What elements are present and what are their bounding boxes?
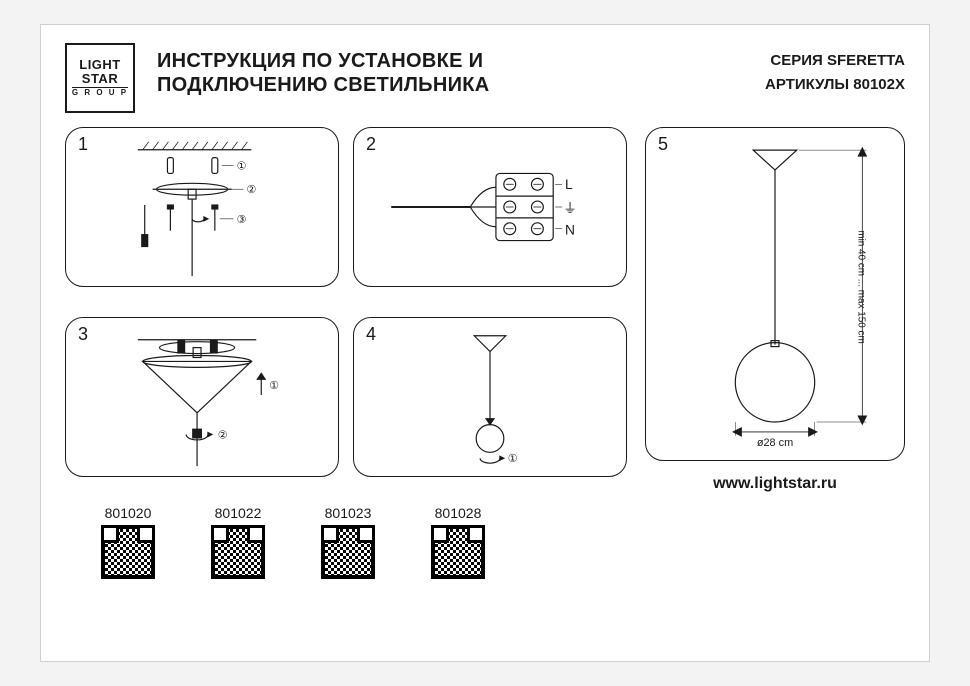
qr-item-0: 801020 bbox=[101, 505, 155, 579]
step-2-panel: 2 bbox=[353, 127, 627, 287]
steps-grid: 1 bbox=[65, 127, 627, 493]
qr-code-icon bbox=[211, 525, 265, 579]
step-1-num: 1 bbox=[78, 134, 88, 155]
svg-text:①: ① bbox=[269, 380, 279, 392]
instruction-sheet: LIGHT STAR G R O U P ИНСТРУКЦИЯ ПО УСТАН… bbox=[40, 24, 930, 662]
svg-text:⏚: ⏚ bbox=[563, 200, 577, 216]
step-2-num: 2 bbox=[366, 134, 376, 155]
qr-row: 801020 801022 801023 801028 bbox=[65, 505, 905, 579]
svg-text:③: ③ bbox=[237, 214, 247, 226]
logo-sub: G R O U P bbox=[72, 87, 128, 97]
website-url: www.lightstar.ru bbox=[645, 475, 905, 493]
step-1-diagram: ① ② bbox=[66, 128, 338, 286]
qr-item-2: 801023 bbox=[321, 505, 375, 579]
step-3-num: 3 bbox=[78, 324, 88, 345]
qr-item-3: 801028 bbox=[431, 505, 485, 579]
step-4-diagram: ① bbox=[354, 318, 626, 476]
step-4-panel: 4 ① bbox=[353, 317, 627, 477]
brand-logo: LIGHT STAR G R O U P bbox=[65, 43, 135, 113]
logo-line1: LIGHT bbox=[79, 58, 121, 72]
step-2-diagram: L ⏚ N bbox=[354, 128, 626, 286]
qr-code-icon bbox=[101, 525, 155, 579]
step-1-panel: 1 bbox=[65, 127, 339, 287]
qr-label-3: 801028 bbox=[431, 505, 485, 521]
svg-text:①: ① bbox=[508, 453, 518, 465]
svg-text:N: N bbox=[565, 222, 575, 238]
step-5-num: 5 bbox=[658, 134, 668, 155]
series-line: СЕРИЯ SFERETTA bbox=[765, 49, 905, 73]
svg-text:L: L bbox=[565, 176, 573, 192]
qr-label-0: 801020 bbox=[101, 505, 155, 521]
title-line2: ПОДКЛЮЧЕНИЮ СВЕТИЛЬНИКА bbox=[157, 73, 743, 97]
header: LIGHT STAR G R O U P ИНСТРУКЦИЯ ПО УСТАН… bbox=[65, 43, 905, 113]
svg-text:①: ① bbox=[237, 160, 247, 172]
svg-text:②: ② bbox=[218, 429, 228, 441]
step-4-num: 4 bbox=[366, 324, 376, 345]
sku-line: АРТИКУЛЫ 80102X bbox=[765, 73, 905, 97]
logo-line2: STAR bbox=[82, 72, 118, 86]
svg-text:min 40 cm ... max 150 cm: min 40 cm ... max 150 cm bbox=[855, 230, 866, 343]
step-5-panel: 5 bbox=[645, 127, 905, 461]
right-col: 5 bbox=[645, 127, 905, 493]
qr-code-icon bbox=[431, 525, 485, 579]
qr-item-1: 801022 bbox=[211, 505, 265, 579]
step-3-panel: 3 ① bbox=[65, 317, 339, 477]
step-5-diagram: min 40 cm ... max 150 cm ø28 cm bbox=[646, 128, 904, 460]
title-line1: ИНСТРУКЦИЯ ПО УСТАНОВКЕ И bbox=[157, 49, 743, 73]
svg-text:②: ② bbox=[246, 184, 256, 196]
svg-text:ø28 cm: ø28 cm bbox=[757, 437, 793, 449]
step-3-diagram: ① ② bbox=[66, 318, 338, 476]
content-grid: 1 bbox=[65, 127, 905, 493]
meta-block: СЕРИЯ SFERETTA АРТИКУЛЫ 80102X bbox=[765, 43, 905, 97]
qr-label-2: 801023 bbox=[321, 505, 375, 521]
qr-code-icon bbox=[321, 525, 375, 579]
title-block: ИНСТРУКЦИЯ ПО УСТАНОВКЕ И ПОДКЛЮЧЕНИЮ СВ… bbox=[157, 43, 743, 97]
qr-label-1: 801022 bbox=[211, 505, 265, 521]
